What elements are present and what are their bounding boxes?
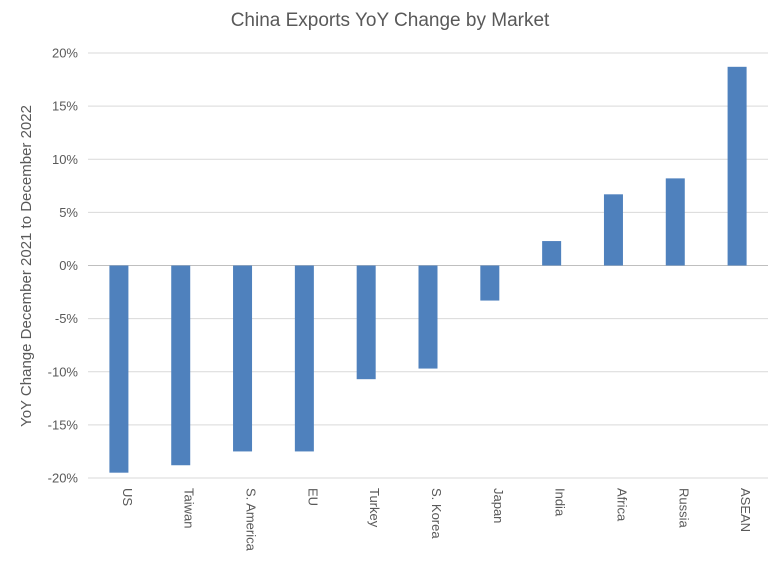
bar-asean — [727, 66, 747, 266]
y-tick-label: -10% — [48, 364, 79, 379]
x-tick-label: India — [553, 488, 568, 517]
y-tick-label: 0% — [59, 258, 78, 273]
bar-japan — [480, 265, 500, 301]
bar-s-america — [233, 265, 253, 452]
bar-africa — [603, 194, 623, 266]
bar-s-korea — [418, 265, 438, 369]
y-tick-label: 15% — [52, 99, 78, 114]
bar-us — [109, 265, 129, 473]
x-tick-label: ASEAN — [738, 488, 753, 532]
y-axis-ticks: 20% 15% 10% 5% 0% -5% -10% -15% -20% — [48, 46, 79, 486]
y-tick-label: 20% — [52, 46, 78, 61]
y-tick-label: 5% — [59, 205, 78, 220]
x-tick-label: S. Korea — [429, 488, 444, 539]
x-tick-label: Japan — [491, 488, 506, 523]
y-tick-label: 10% — [52, 152, 78, 167]
chart-title: China Exports YoY Change by Market — [231, 10, 550, 31]
bar-eu — [294, 265, 314, 452]
x-tick-label: S. America — [244, 488, 259, 552]
y-axis-label: YoY Change December 2021 to December 202… — [18, 105, 35, 427]
x-tick-label: Taiwan — [182, 488, 197, 528]
y-tick-label: -15% — [48, 417, 79, 432]
x-axis-ticks: US Taiwan S. America EU Turkey S. Korea Japan I… — [120, 488, 753, 552]
bar-india — [542, 241, 562, 266]
x-tick-label: Turkey — [367, 488, 382, 528]
bar-taiwan — [171, 265, 191, 466]
y-tick-label: -5% — [55, 311, 79, 326]
x-tick-label: Africa — [614, 488, 629, 522]
x-tick-label: EU — [305, 488, 320, 506]
bar-russia — [665, 178, 685, 266]
bar-turkey — [356, 265, 376, 380]
x-tick-label: Russia — [676, 488, 691, 529]
x-tick-label: US — [120, 488, 135, 506]
bars — [109, 66, 747, 473]
y-tick-label: -20% — [48, 471, 79, 486]
